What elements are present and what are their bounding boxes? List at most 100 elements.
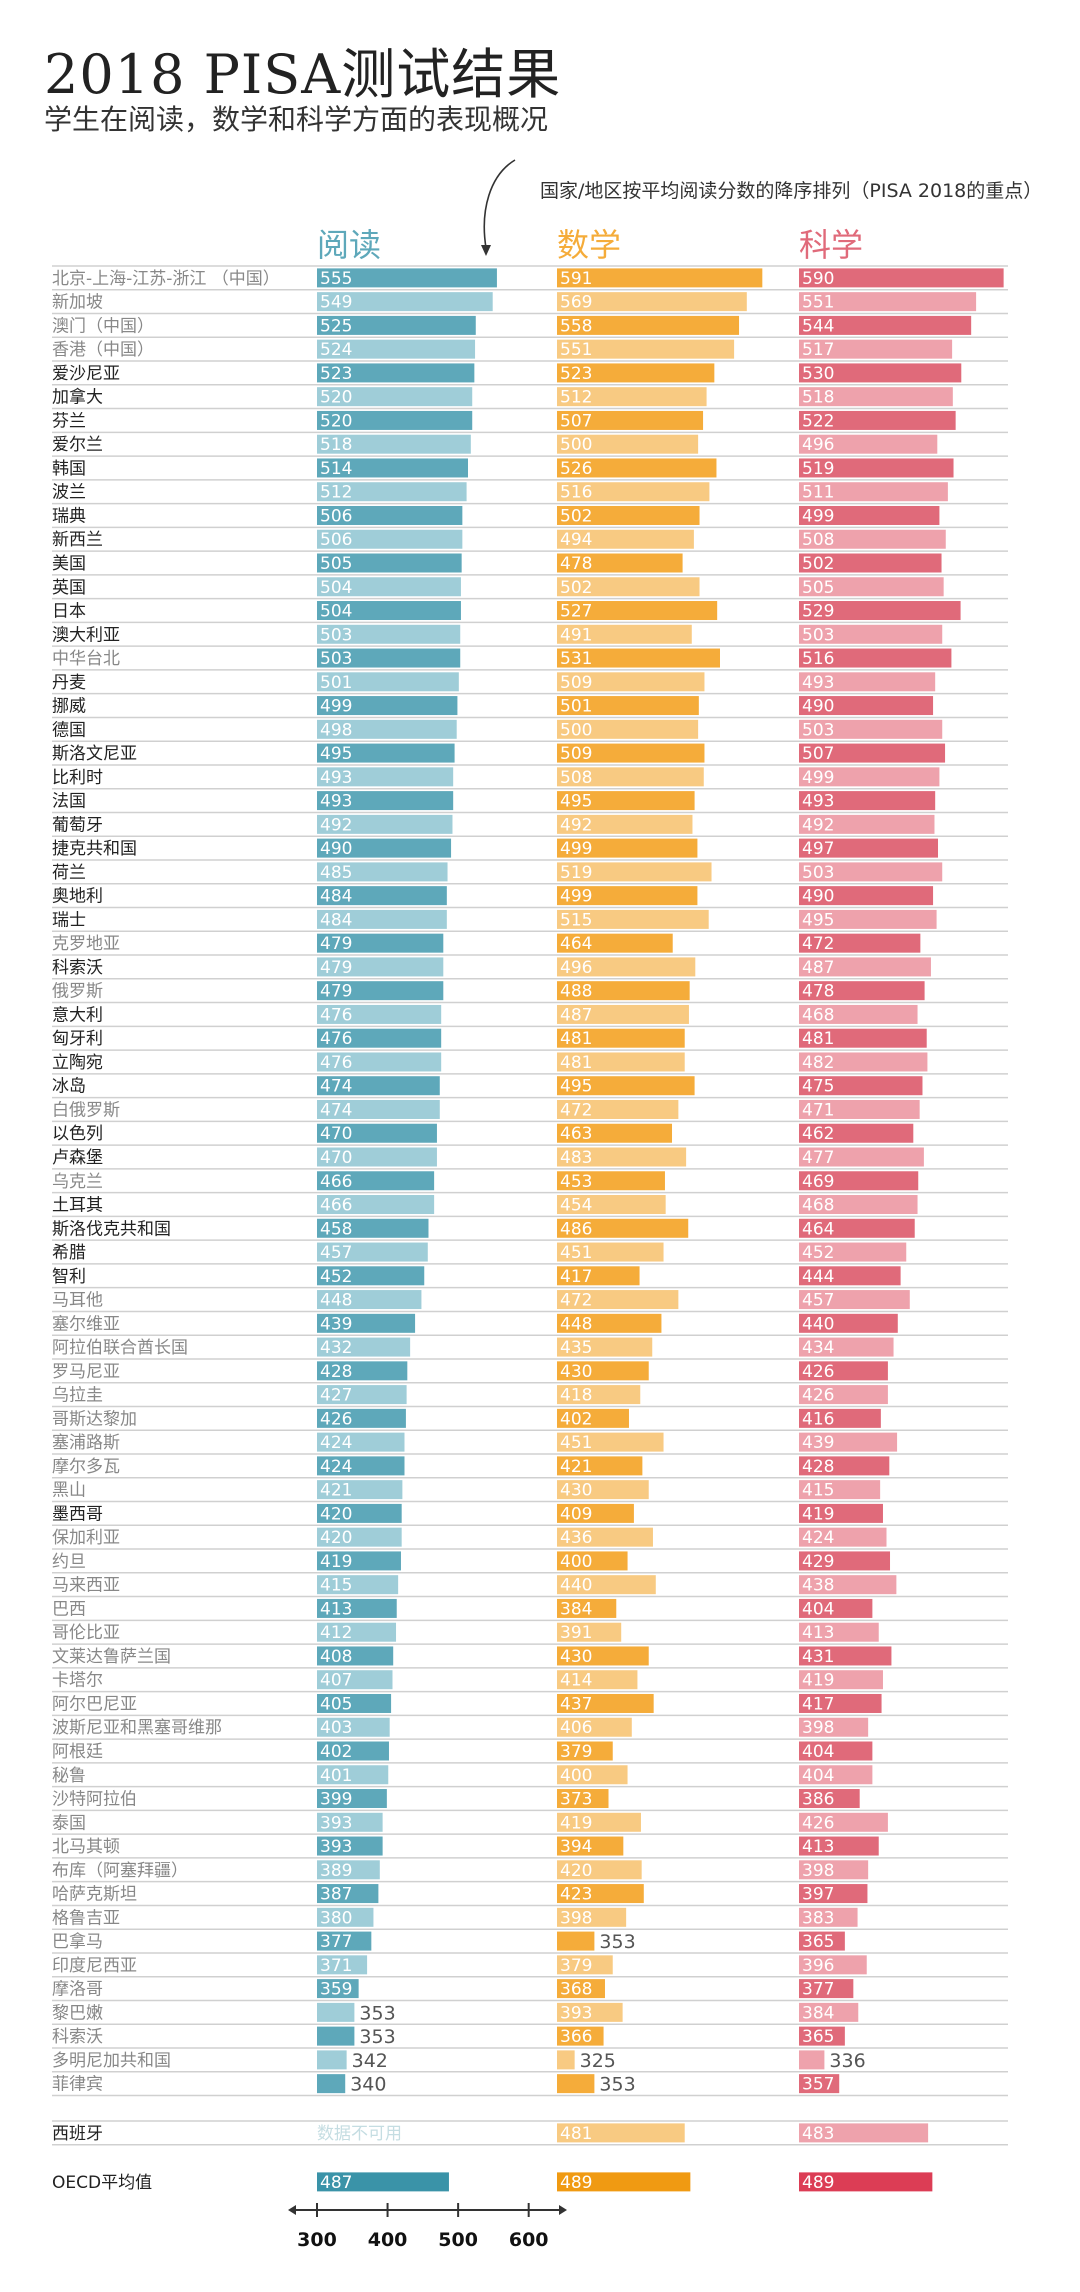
- country-label: 瑞士: [52, 910, 86, 930]
- bar-math: [557, 1836, 624, 1856]
- value-label: 420: [320, 1504, 352, 1524]
- bar-math: [557, 1646, 649, 1666]
- bar-math: [557, 601, 718, 621]
- bar-math: [557, 696, 699, 716]
- bar-reading: [317, 624, 461, 644]
- bar-reading: [317, 1385, 407, 1405]
- value-label: 408: [320, 1647, 352, 1667]
- bar-science: [799, 1765, 873, 1785]
- value-label: 482: [802, 1053, 834, 1073]
- value-label: 451: [560, 1433, 592, 1453]
- bar-reading: [317, 1717, 390, 1737]
- bar-math: [557, 1575, 656, 1595]
- value-label: 495: [560, 1077, 592, 1097]
- value-label: 503: [320, 649, 352, 669]
- value-label: 384: [560, 1599, 592, 1619]
- bar-reading: [317, 933, 444, 953]
- value-label: 424: [320, 1433, 352, 1453]
- value-label: 551: [802, 293, 834, 313]
- value-label: 404: [802, 1766, 834, 1786]
- bar-reading: [317, 981, 444, 1001]
- bar-math: [557, 482, 710, 502]
- value-label: 359: [320, 1980, 352, 2000]
- bar-math: [557, 1385, 641, 1405]
- value-label: 357: [802, 2075, 834, 2095]
- bar-science: [799, 1290, 910, 1310]
- country-label: 印度尼西亚: [52, 1956, 137, 1976]
- bar-math: [557, 1313, 662, 1333]
- bar-science: [799, 529, 946, 549]
- country-label: 智利: [52, 1267, 86, 1287]
- bar-science: [799, 1266, 901, 1286]
- value-label: 520: [320, 388, 352, 408]
- value-label: 505: [802, 578, 834, 598]
- value-label: 423: [560, 1885, 592, 1905]
- value-label: 416: [802, 1409, 834, 1429]
- country-label: 爱沙尼亚: [52, 364, 120, 384]
- bar-reading: [317, 648, 461, 668]
- bar-science: [799, 1717, 869, 1737]
- value-label: 497: [802, 839, 834, 859]
- bar-reading: [317, 1432, 405, 1452]
- bar-math: [557, 1052, 685, 1072]
- bar-reading: [317, 1171, 435, 1191]
- country-label: 芬兰: [52, 411, 86, 431]
- bar-science: [799, 268, 1004, 288]
- bar-reading: [317, 1503, 402, 1523]
- bar-reading: [317, 2172, 449, 2192]
- country-label: 马来西亚: [52, 1576, 120, 1596]
- bar-science: [799, 957, 931, 977]
- bar-science: [799, 1884, 868, 1904]
- value-label: 336: [829, 2050, 865, 2072]
- value-label: 431: [802, 1647, 834, 1667]
- country-label: 巴拿马: [52, 1931, 103, 1952]
- country-label: 克罗地亚: [52, 934, 120, 954]
- bar-science: [799, 696, 934, 716]
- bar-reading: [317, 577, 461, 597]
- value-label: 502: [560, 578, 592, 598]
- value-label: 470: [320, 1148, 352, 1168]
- value-label: 508: [560, 768, 592, 788]
- bar-math: [557, 957, 696, 977]
- value-label: 481: [802, 1029, 834, 1049]
- bar-math: [557, 529, 694, 549]
- value-label: 478: [560, 554, 592, 574]
- bar-reading: [317, 1290, 422, 1310]
- country-label: 塞尔维亚: [52, 1314, 120, 1334]
- value-label: 476: [320, 1053, 352, 1073]
- bar-science: [799, 1480, 881, 1500]
- bar-science: [799, 1028, 927, 1048]
- value-label: 493: [802, 673, 834, 693]
- value-label: 430: [560, 1362, 592, 1382]
- value-label: 544: [802, 316, 834, 336]
- bar-math: [557, 981, 690, 1001]
- bar-science: [799, 1171, 919, 1191]
- bar-science: [799, 838, 939, 858]
- value-label: 479: [320, 934, 352, 954]
- country-label: 乌克兰: [52, 1172, 103, 1192]
- tick-label: 500: [438, 2229, 478, 2251]
- bar-science: [799, 1076, 923, 1096]
- bar-science: [799, 767, 940, 787]
- value-label: 384: [802, 2003, 834, 2023]
- country-label: 巴西: [52, 1599, 86, 1619]
- country-label: 北马其顿: [52, 1837, 120, 1857]
- bar-math: [557, 1789, 609, 1809]
- bar-reading: [317, 1836, 383, 1856]
- bar-reading: [317, 1099, 440, 1119]
- value-label: 509: [560, 673, 592, 693]
- value-label: 503: [320, 625, 352, 645]
- bar-math: [557, 862, 712, 882]
- country-label: 西班牙: [52, 2124, 103, 2144]
- bar-math: [557, 1860, 642, 1880]
- bar-science: [799, 1646, 892, 1666]
- bar-math: [557, 672, 705, 692]
- bar-reading: [317, 1575, 399, 1595]
- value-label: 430: [560, 1647, 592, 1667]
- bar-reading: [317, 862, 448, 882]
- bar-math: [557, 814, 693, 834]
- value-label: 452: [320, 1267, 352, 1287]
- bar-science: [799, 648, 952, 668]
- value-label: 499: [560, 839, 592, 859]
- country-label: 日本: [52, 602, 86, 622]
